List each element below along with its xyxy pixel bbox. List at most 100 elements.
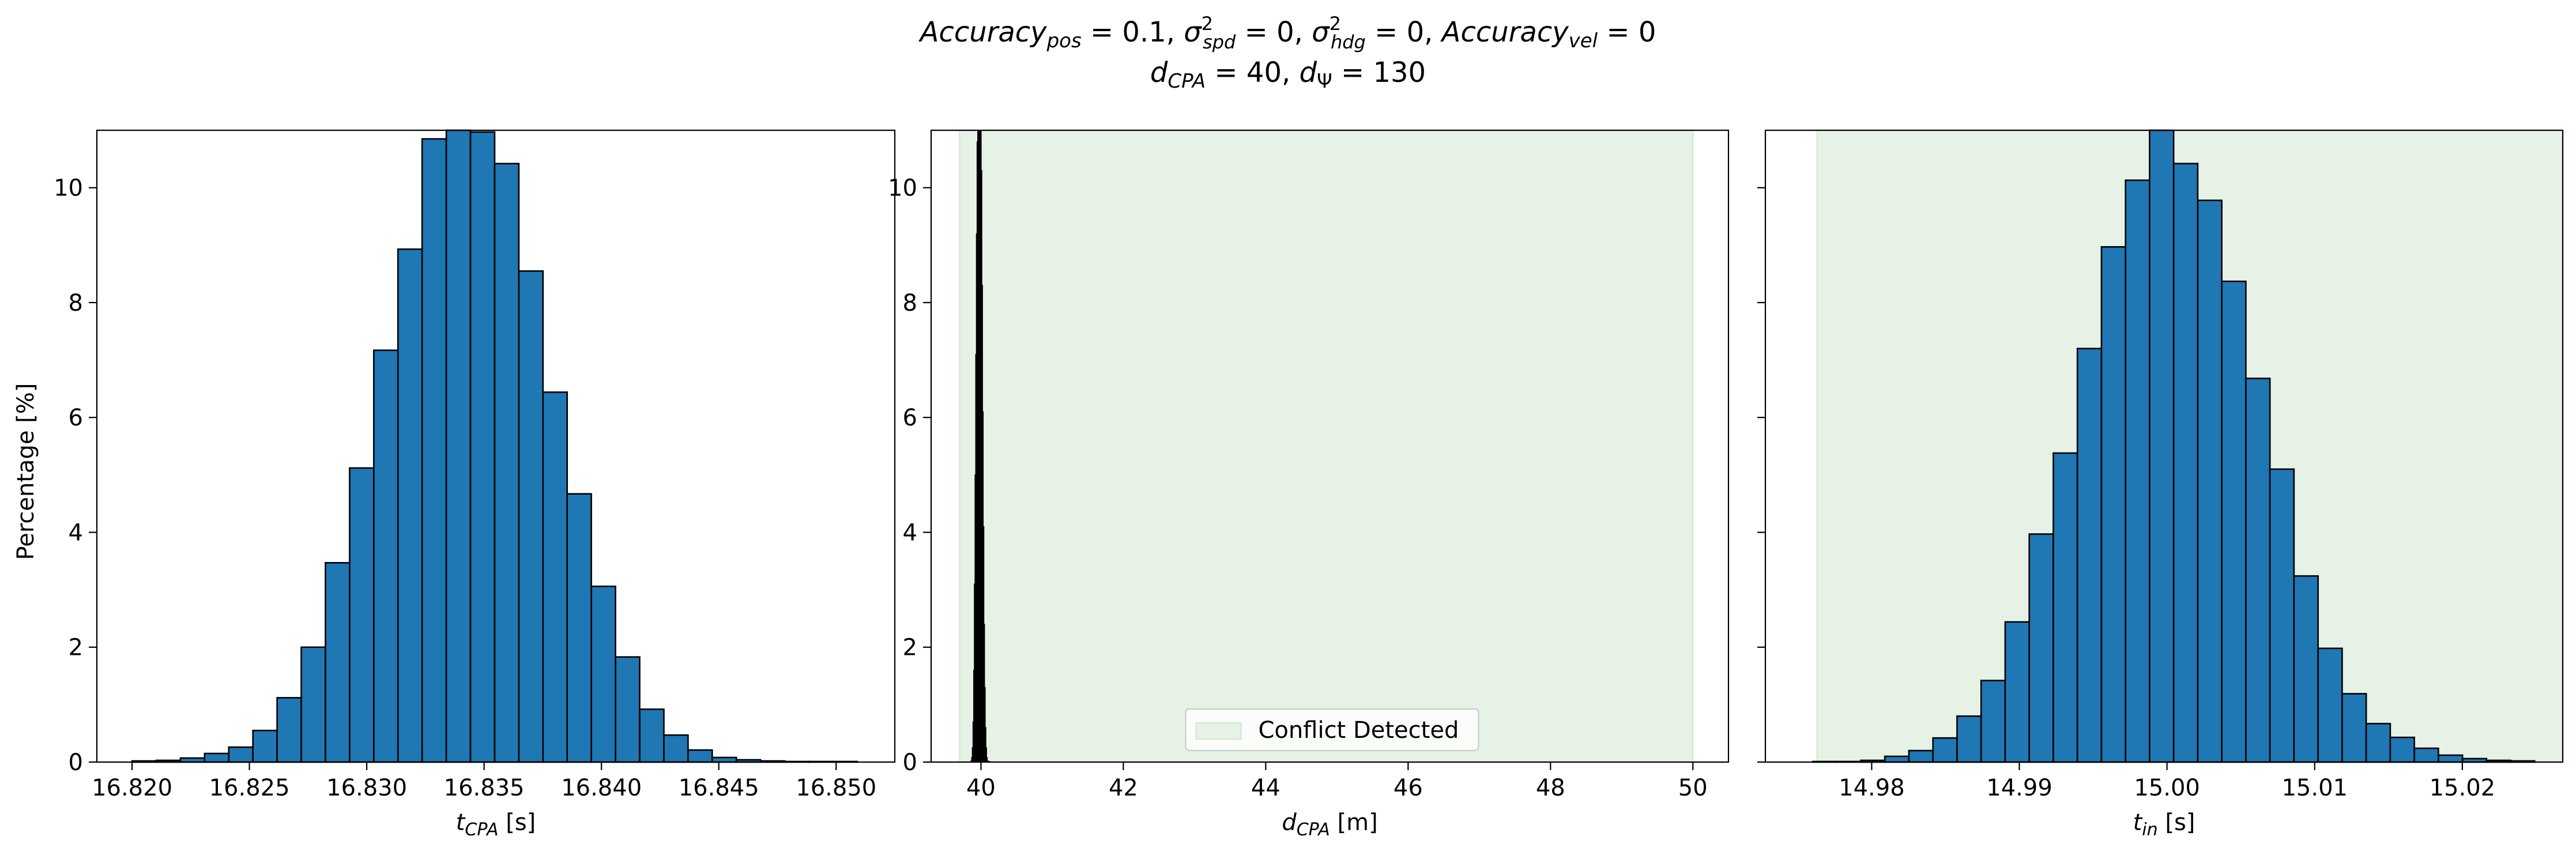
histogram-bar xyxy=(276,697,302,763)
x-tick-label: 16.820 xyxy=(92,775,172,801)
y-tick-label: 6 xyxy=(903,405,917,431)
histogram-bar xyxy=(1932,737,1958,763)
x-tick-label: 16.845 xyxy=(679,775,759,801)
histogram-bar xyxy=(2245,378,2271,763)
histogram-bar xyxy=(2125,179,2151,763)
histogram-bar xyxy=(421,138,447,763)
histogram-bar xyxy=(1980,680,2006,763)
y-tick-label: 0 xyxy=(69,749,83,776)
histogram-bar xyxy=(1908,749,1934,763)
histogram-bar xyxy=(2172,163,2199,763)
y-axis-label: Percentage [%] xyxy=(13,383,39,560)
histogram-bar xyxy=(1884,755,1910,763)
y-tick-label: 6 xyxy=(69,405,83,431)
x-ticks: 16.820 16.825 16.830 16.835 16.840 16.845 16.8… xyxy=(92,762,876,801)
y-tick-label: 2 xyxy=(903,635,917,661)
x-axis-label: tin [s] xyxy=(2133,809,2195,840)
x-axis-label: dCPA [m] xyxy=(1282,809,1377,840)
x-tick-label: 42 xyxy=(1109,775,1138,801)
y-tick-label: 10 xyxy=(888,175,917,202)
legend-label: Conflict Detected xyxy=(1259,717,1459,744)
x-tick-label: 48 xyxy=(1536,775,1565,801)
histogram-bar xyxy=(300,646,326,763)
x-tick-label: 15.02 xyxy=(2430,775,2496,801)
figure-title: Accuracypos = 0.1, σ2 spd = 0, σ2 hdg = 0,… xyxy=(918,13,1656,93)
histogram-bar xyxy=(445,129,472,763)
histogram-bar xyxy=(2076,348,2103,763)
axes-frame xyxy=(96,129,896,763)
legend-swatch xyxy=(1195,722,1242,740)
histogram-bar xyxy=(204,752,230,763)
y-tick-label: 4 xyxy=(903,519,917,546)
title-line-2: dCPA = 40, dΨ = 130 xyxy=(1150,56,1426,93)
histogram-bar xyxy=(2221,280,2247,763)
y-tick-label: 4 xyxy=(69,519,83,546)
x-tick-label: 15.00 xyxy=(2134,775,2200,801)
x-tick-label: 16.830 xyxy=(326,775,407,801)
histogram-bar xyxy=(518,270,544,763)
subplot-tcpa: 16.820 16.825 16.830 16.835 16.840 16.845 16.8… xyxy=(54,129,896,840)
histogram-bar xyxy=(494,163,520,763)
histogram-bar xyxy=(2028,533,2054,763)
x-tick-label: 14.99 xyxy=(1986,775,2052,801)
x-tick-label: 40 xyxy=(966,775,996,801)
legend: Conflict Detected xyxy=(1185,708,1479,751)
histogram-bar xyxy=(639,708,665,763)
histogram-bars xyxy=(131,129,858,763)
x-axis-label: tCPA [s] xyxy=(456,809,536,840)
histogram-bar xyxy=(663,734,689,763)
axes-frame xyxy=(1764,129,2564,763)
y-ticks: 0 2 4 6 8 10 xyxy=(54,175,97,776)
histogram-bar xyxy=(590,585,616,763)
histogram-bar xyxy=(252,729,278,763)
x-tick-label: 44 xyxy=(1251,775,1281,801)
histogram-bar xyxy=(1956,715,1982,763)
y-tick-label: 8 xyxy=(903,290,917,316)
histogram-bar xyxy=(2293,575,2319,763)
histogram-bar xyxy=(397,248,423,763)
histogram-bar xyxy=(349,467,375,763)
y-tick-label: 8 xyxy=(69,290,83,316)
histogram-bar xyxy=(2269,468,2295,763)
histogram-bar xyxy=(2365,722,2392,763)
x-ticks: 14.98 14.99 15.00 15.01 15.02 xyxy=(1839,762,2495,801)
histogram-bar xyxy=(2413,747,2439,763)
histogram-bar xyxy=(325,561,351,763)
x-tick-label: 15.01 xyxy=(2281,775,2348,801)
histogram-bar xyxy=(228,746,254,763)
y-ticks: 0 2 4 6 8 10 xyxy=(888,175,931,776)
histogram-bar xyxy=(687,749,713,763)
histogram-bar xyxy=(711,756,737,763)
x-tick-label: 16.850 xyxy=(796,775,876,801)
x-ticks: 40 42 44 46 48 50 xyxy=(966,762,1708,801)
y-ticks xyxy=(1757,187,1765,763)
histogram-bar xyxy=(373,349,399,763)
title-line-1: Accuracypos = 0.1, σ2 spd = 0, σ2 hdg = 0,… xyxy=(918,13,1656,53)
histogram-bar xyxy=(615,656,641,763)
y-tick-label: 10 xyxy=(54,175,83,202)
conflict-detected-region xyxy=(959,130,1694,763)
histogram-bar xyxy=(469,131,496,763)
x-tick-label: 16.825 xyxy=(209,775,290,801)
histogram-bar xyxy=(2149,129,2175,763)
x-tick-label: 14.98 xyxy=(1839,775,1905,801)
subplot-tin: 14.98 14.99 15.00 15.01 15.02 tin [s] xyxy=(1757,129,2564,840)
histogram-bar xyxy=(2004,621,2030,763)
histogram-bar xyxy=(566,493,592,763)
histogram-bar xyxy=(542,391,568,763)
histogram-bar xyxy=(2389,736,2415,763)
histogram-bar xyxy=(2100,246,2126,763)
y-tick-label: 2 xyxy=(69,635,83,661)
histogram-bar xyxy=(2052,452,2078,763)
x-tick-label: 46 xyxy=(1394,775,1423,801)
x-tick-label: 16.840 xyxy=(561,775,642,801)
x-tick-label: 50 xyxy=(1678,775,1708,801)
x-tick-label: 16.835 xyxy=(444,775,525,801)
axes-frame xyxy=(930,129,1730,763)
y-tick-label: 0 xyxy=(903,749,917,776)
legend-box xyxy=(1185,708,1479,751)
histogram-bar xyxy=(2341,693,2367,763)
histogram-bar xyxy=(2438,754,2464,763)
